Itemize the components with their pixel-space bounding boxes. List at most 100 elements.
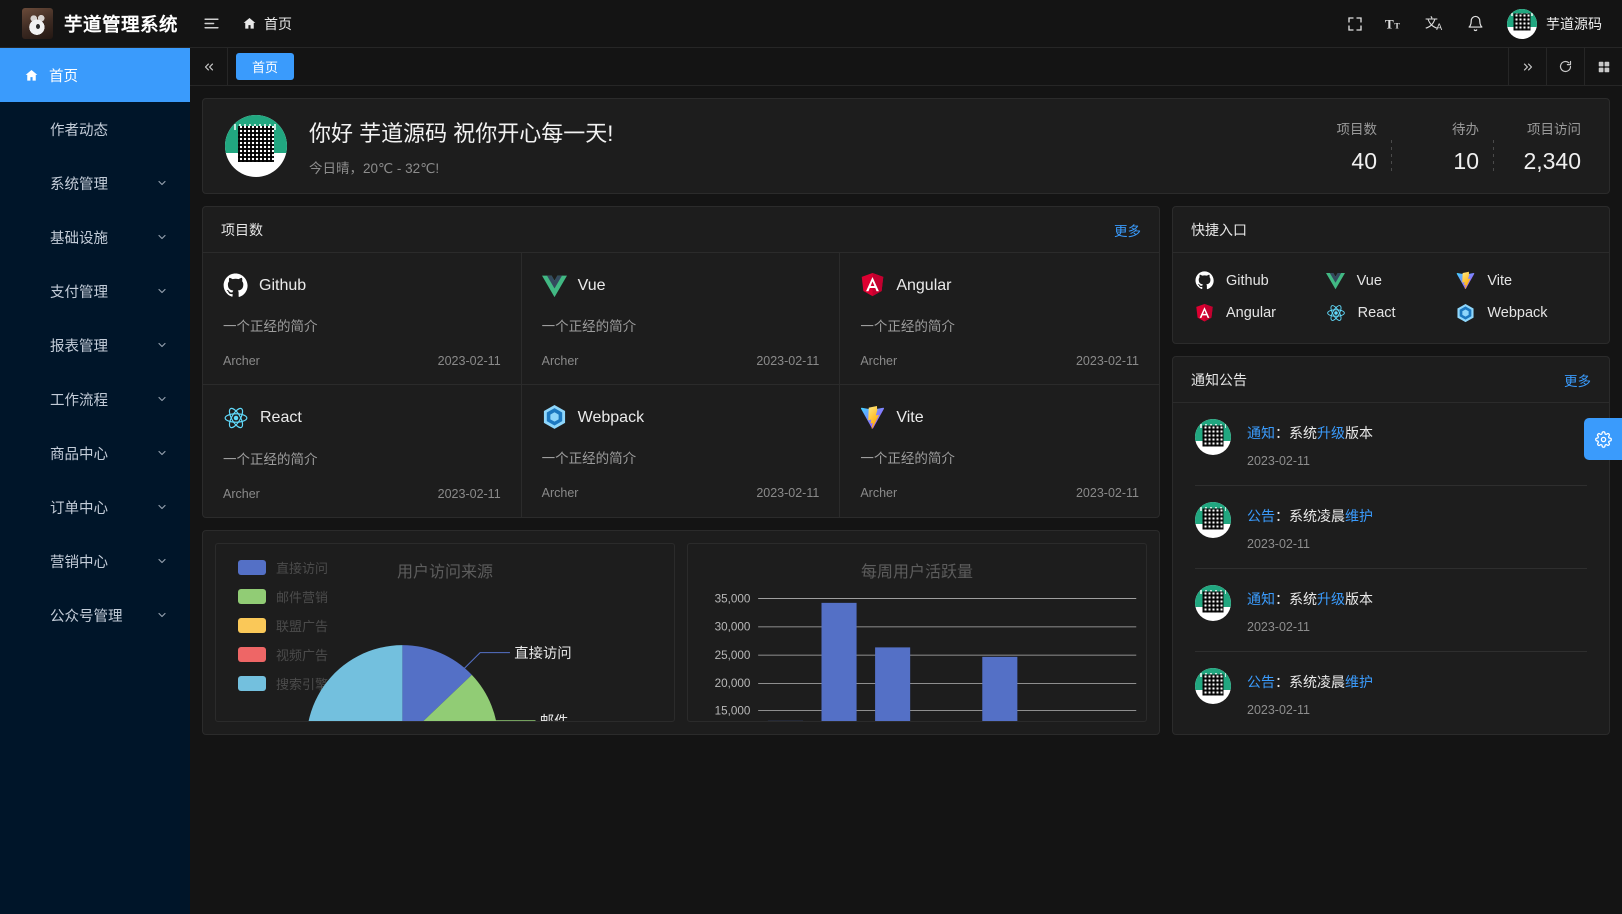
sidebar-item-order-center[interactable]: 订单中心	[0, 480, 190, 534]
projects-more-link[interactable]: 更多	[1114, 223, 1141, 239]
notice-item[interactable]: 公告：系统凌晨维护 2023-02-11	[1195, 486, 1587, 569]
home-icon	[243, 18, 256, 29]
chevron-down-icon	[158, 396, 166, 402]
sidebar-item-home[interactable]: 首页	[0, 48, 190, 102]
shortcut-vue[interactable]: Vue	[1325, 271, 1457, 290]
tab-home[interactable]: 首页	[236, 53, 295, 80]
notice-text: 通知：系统升级版本 2023-02-11	[1247, 585, 1373, 634]
sidebar-item-official-account-management[interactable]: 公众号管理	[0, 588, 190, 642]
project-card-angular[interactable]: Angular 一个正经的简介 Archer 2023-02-11	[840, 253, 1159, 385]
pie-slice-email[interactable]	[402, 674, 498, 722]
project-header: Webpack	[542, 405, 820, 430]
tabs-scroll-left-button[interactable]	[190, 48, 228, 85]
shortcut-react[interactable]: React	[1326, 303, 1457, 323]
svg-text:文: 文	[1425, 16, 1438, 31]
sidebar-item-workflow[interactable]: 工作流程	[0, 372, 190, 426]
sidebar-item-label: 订单中心	[50, 500, 108, 517]
notification-bell-button[interactable]	[1455, 0, 1495, 48]
notice-date: 2023-02-11	[1247, 537, 1311, 551]
notice-date: 2023-02-11	[1247, 620, 1311, 634]
project-author: Archer	[223, 487, 260, 501]
shortcut-vite[interactable]: Vite	[1456, 271, 1587, 290]
sidebar-item-payment-management[interactable]: 支付管理	[0, 264, 190, 318]
breadcrumb[interactable]: 首页	[242, 14, 292, 34]
notice-mid: 系统	[1289, 591, 1317, 607]
sidebar-item-report-management[interactable]: 报表管理	[0, 318, 190, 372]
bar-chart-title: 每周用户活跃量	[860, 564, 973, 581]
shortcut-angular[interactable]: Angular	[1195, 303, 1326, 323]
font-size-button[interactable]: T T	[1375, 0, 1415, 48]
project-card-github[interactable]: Github 一个正经的简介 Archer 2023-02-11	[203, 253, 522, 385]
bar-chart[interactable]: 每周用户活跃量	[687, 543, 1147, 722]
legend-item[interactable]: 直接访问	[238, 558, 328, 577]
legend-label: 直接访问	[276, 561, 329, 576]
pie-leader-direct	[462, 652, 510, 671]
pie-label-email: 邮件...	[540, 713, 581, 722]
pie-slice-direct[interactable]	[402, 645, 472, 722]
sidebar-item-marketing-center[interactable]: 营销中心	[0, 534, 190, 588]
menu-icon	[203, 18, 219, 29]
projects-grid: Github 一个正经的简介 Archer 2023-02-11	[203, 253, 1159, 517]
shortcut-github[interactable]: Github	[1195, 271, 1326, 290]
project-card-react[interactable]: React 一个正经的简介 Archer 2023-02-11	[203, 385, 522, 517]
tabs-strip: 首页	[228, 48, 1508, 85]
menu-toggle-button[interactable]	[190, 0, 232, 48]
sidebar-item-author-news[interactable]: 作者动态	[0, 102, 190, 156]
sidebar-item-product-center[interactable]: 商品中心	[0, 426, 190, 480]
bar-tuesday[interactable]	[821, 602, 857, 722]
legend-swatch	[238, 560, 266, 575]
legend-swatch	[238, 676, 266, 691]
fullscreen-button[interactable]	[1335, 0, 1375, 48]
home-icon	[25, 69, 38, 81]
legend-label: 视频广告	[276, 648, 329, 663]
project-footer: Archer 2023-02-11	[223, 487, 501, 501]
layout-grid-button[interactable]	[1584, 48, 1622, 85]
fullscreen-icon	[1348, 16, 1362, 31]
banner-texts: 你好 芋道源码 祝你开心每一天! 今日晴，20℃ - 32℃!	[309, 116, 1307, 177]
notices-more-link[interactable]: 更多	[1564, 373, 1591, 389]
project-card-vue[interactable]: Vue 一个正经的简介 Archer 2023-02-11	[521, 253, 841, 385]
webpack-icon	[1457, 303, 1474, 322]
legend-item[interactable]: 视频广告	[238, 645, 328, 664]
project-header: React	[223, 405, 501, 431]
tabs-scroll-right-button[interactable]	[1508, 48, 1546, 85]
pie-chart[interactable]: 用户访问来源 直接访问 邮件营销 联盟广告 视频广告 搜索引擎	[215, 543, 675, 722]
bar-monday[interactable]	[767, 720, 803, 722]
project-footer: Archer 2023-02-11	[542, 486, 820, 500]
refresh-page-button[interactable]	[1546, 48, 1584, 85]
pie-slice-search[interactable]	[307, 645, 464, 722]
legend-item[interactable]: 联盟广告	[238, 616, 328, 635]
projects-title: 项目数	[221, 221, 263, 238]
legend-label: 联盟广告	[276, 619, 329, 634]
notice-item[interactable]: 公告：系统凌晨维护 2023-02-11	[1195, 652, 1587, 734]
project-desc: 一个正经的简介	[223, 319, 318, 334]
webpack-icon	[543, 405, 565, 429]
react-icon	[224, 407, 248, 429]
legend-swatch	[238, 647, 266, 662]
angular-icon	[862, 273, 884, 297]
project-date: 2023-02-11	[756, 354, 820, 368]
shortcut-webpack[interactable]: Webpack	[1456, 303, 1587, 323]
user-menu-button[interactable]: 芋道源码	[1495, 8, 1608, 39]
legend-swatch	[238, 618, 266, 633]
sidebar-item-infrastructure[interactable]: 基础设施	[0, 210, 190, 264]
chevron-down-icon	[158, 234, 166, 240]
bar-friday[interactable]	[982, 656, 1018, 722]
bar-chart-y-axis: 0 5,000 10,000 15,000 20,000 25,000 30,0…	[715, 592, 751, 717]
notice-item[interactable]: 通知：系统升级版本 2023-02-11	[1195, 569, 1587, 652]
project-card-webpack[interactable]: Webpack 一个正经的简介 Archer 2023-02-11	[522, 385, 841, 517]
tabbar-right-controls	[1508, 48, 1622, 85]
project-card-vite[interactable]: Vite 一个正经的简介 Archer 2023-02-11	[840, 385, 1159, 517]
project-name: Webpack	[577, 408, 645, 426]
legend-item[interactable]: 搜索引擎	[238, 674, 328, 693]
project-footer: Archer 2023-02-11	[860, 354, 1139, 368]
sidebar-item-system-management[interactable]: 系统管理	[0, 156, 190, 210]
pie-chart-title: 用户访问来源	[396, 564, 493, 581]
notices-card: 通知公告 更多 通知：系统升级版本 2023-02-11	[1172, 356, 1610, 735]
translate-button[interactable]: 文 A	[1415, 0, 1455, 48]
settings-panel-button[interactable]	[1584, 418, 1622, 460]
legend-item[interactable]: 邮件营销	[238, 587, 328, 606]
brand[interactable]: 芋道管理系统	[0, 8, 190, 39]
bar-wednesday[interactable]	[875, 647, 911, 722]
notice-item[interactable]: 通知：系统升级版本 2023-02-11	[1195, 403, 1587, 486]
